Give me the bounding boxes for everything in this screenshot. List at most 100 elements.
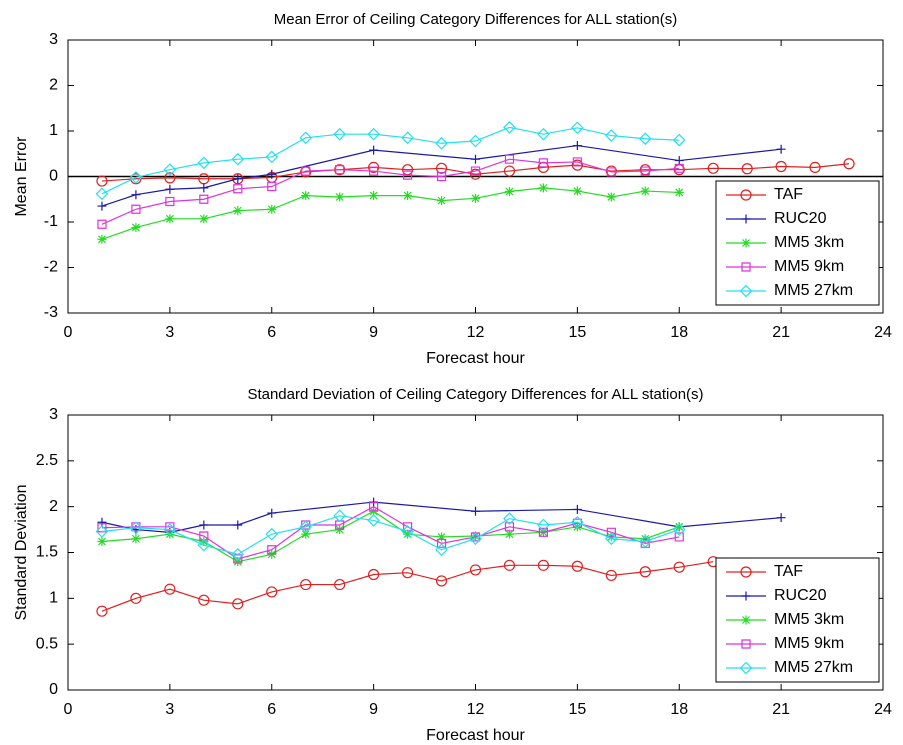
data-point — [572, 504, 582, 514]
y-tick-label: 3 — [49, 406, 58, 423]
y-tick-label: -3 — [44, 304, 58, 321]
data-point — [368, 161, 380, 173]
y-tick-label: 0 — [49, 168, 58, 185]
data-point — [233, 554, 243, 564]
data-point — [129, 171, 143, 184]
data-point — [97, 234, 107, 244]
data-point — [537, 518, 550, 532]
data-point — [571, 515, 584, 529]
data-point — [267, 169, 277, 179]
series-line — [101, 515, 680, 555]
data-point — [97, 537, 107, 546]
x-tick-label: 3 — [165, 701, 174, 718]
data-point — [299, 131, 313, 145]
x-tick-label: 6 — [267, 324, 276, 341]
data-point — [674, 163, 684, 173]
x-tick-label: 0 — [64, 324, 73, 341]
data-point — [130, 173, 142, 185]
data-point — [638, 535, 652, 548]
data-point — [469, 134, 482, 148]
data-point — [299, 520, 313, 534]
data-point — [232, 598, 244, 610]
data-point — [403, 529, 413, 539]
data-point — [469, 564, 482, 576]
x-tick-label: 18 — [670, 324, 688, 341]
data-point — [199, 520, 209, 530]
data-point — [233, 557, 243, 567]
data-point — [674, 156, 684, 166]
data-point — [401, 525, 414, 538]
data-point — [401, 567, 414, 579]
data-point — [300, 578, 312, 591]
data-point — [572, 186, 582, 196]
chart-title: Mean Error of Ceiling Category Differenc… — [274, 11, 678, 28]
data-point — [130, 592, 142, 604]
data-point — [537, 559, 550, 571]
data-point — [165, 214, 175, 224]
data-point — [471, 154, 480, 164]
data-point — [604, 129, 618, 142]
x-tick-label: 24 — [874, 324, 892, 341]
data-point — [266, 586, 278, 598]
data-point — [97, 219, 107, 229]
data-point — [199, 531, 209, 541]
x-tick-label: 0 — [64, 701, 73, 718]
legend-marker — [741, 262, 751, 272]
y-tick-label: 0 — [49, 681, 58, 698]
x-tick-label: 6 — [267, 701, 276, 718]
legend-marker — [741, 214, 751, 224]
x-tick-label: 9 — [369, 324, 378, 341]
data-point — [673, 561, 685, 573]
data-point — [640, 538, 650, 548]
series-line — [101, 561, 714, 612]
legend-marker — [739, 661, 753, 675]
data-point — [232, 173, 244, 185]
data-point — [95, 525, 109, 538]
data-point — [470, 166, 481, 176]
legend-marker — [741, 238, 751, 248]
x-tick-label: 21 — [772, 701, 790, 718]
legend-marker — [741, 615, 751, 625]
data-point — [538, 183, 548, 193]
y-tick-label: 1.5 — [36, 544, 58, 561]
data-point — [503, 559, 516, 571]
data-point — [165, 196, 175, 207]
y-tick-label: 1 — [49, 590, 58, 607]
data-point — [129, 521, 143, 535]
data-point — [367, 127, 380, 141]
y-tick-label: 2 — [49, 77, 58, 94]
legend-label: MM5 27km — [774, 282, 853, 299]
data-point — [503, 512, 516, 525]
data-point — [96, 605, 108, 617]
legend-marker — [739, 284, 753, 298]
data-point — [707, 162, 719, 174]
data-point — [639, 566, 651, 578]
series-line — [101, 163, 850, 182]
data-point — [267, 545, 277, 555]
data-point — [301, 166, 311, 176]
data-point — [843, 158, 855, 170]
x-tick-label: 9 — [369, 701, 378, 718]
data-point — [504, 529, 514, 539]
data-point — [776, 144, 786, 154]
data-point — [672, 523, 686, 536]
data-point — [97, 201, 107, 211]
data-point — [95, 187, 109, 201]
data-point — [436, 538, 447, 548]
data-point — [197, 156, 211, 170]
data-point — [333, 509, 347, 523]
x-axis-label: Forecast hour — [426, 727, 525, 744]
legend-marker — [740, 189, 752, 201]
legend-label: MM5 9km — [774, 635, 844, 652]
legend-marker — [740, 566, 752, 578]
data-point — [640, 186, 650, 196]
x-tick-label: 12 — [467, 701, 485, 718]
data-point — [334, 578, 346, 591]
data-point — [265, 150, 279, 164]
data-point — [131, 190, 141, 200]
data-point — [131, 204, 141, 214]
data-point — [199, 214, 209, 224]
data-point — [605, 569, 617, 582]
legend-marker — [741, 639, 751, 649]
